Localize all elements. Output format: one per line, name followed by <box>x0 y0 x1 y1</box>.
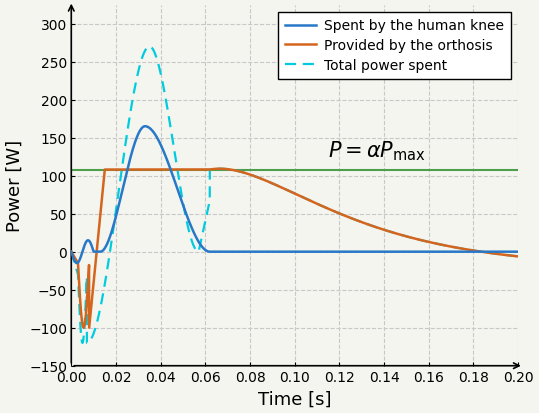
Line: Total power spent: Total power spent <box>71 47 518 343</box>
Spent by the human knee <box>393 249 399 254</box>
Total power spent <box>281 187 287 192</box>
Spent by the human knee <box>256 249 262 254</box>
Y-axis label: Power [W]: Power [W] <box>5 140 24 232</box>
Spent by the human knee <box>501 249 508 254</box>
Total power spent <box>84 341 90 346</box>
Provided by the orthosis <box>80 325 87 330</box>
Spent by the human knee <box>260 249 266 254</box>
Spent by the human knee <box>68 249 74 254</box>
Total power spent <box>393 231 399 236</box>
Total power spent <box>68 249 74 254</box>
Provided by the orthosis <box>515 254 521 259</box>
Spent by the human knee <box>515 249 521 254</box>
Legend: Spent by the human knee, Provided by the orthosis, Total power spent: Spent by the human knee, Provided by the… <box>279 12 511 79</box>
Spent by the human knee <box>479 249 486 254</box>
Total power spent <box>501 253 508 258</box>
Total power spent <box>260 178 266 183</box>
Provided by the orthosis <box>501 253 508 258</box>
Spent by the human knee <box>281 249 287 254</box>
Line: Spent by the human knee: Spent by the human knee <box>71 127 518 263</box>
Text: $P = \alpha P_{\mathrm{max}}$: $P = \alpha P_{\mathrm{max}}$ <box>328 139 426 163</box>
Provided by the orthosis <box>281 187 287 192</box>
Provided by the orthosis <box>393 231 399 236</box>
Total power spent <box>479 250 486 255</box>
Provided by the orthosis <box>217 167 223 172</box>
Provided by the orthosis <box>256 176 262 181</box>
Total power spent <box>146 45 153 50</box>
X-axis label: Time [s]: Time [s] <box>258 389 331 408</box>
Provided by the orthosis <box>479 250 486 255</box>
Total power spent <box>256 176 262 181</box>
Provided by the orthosis <box>68 249 74 254</box>
Spent by the human knee <box>74 261 80 266</box>
Spent by the human knee <box>142 124 148 129</box>
Line: Provided by the orthosis: Provided by the orthosis <box>71 169 518 328</box>
Total power spent <box>515 254 521 259</box>
Provided by the orthosis <box>260 178 266 183</box>
